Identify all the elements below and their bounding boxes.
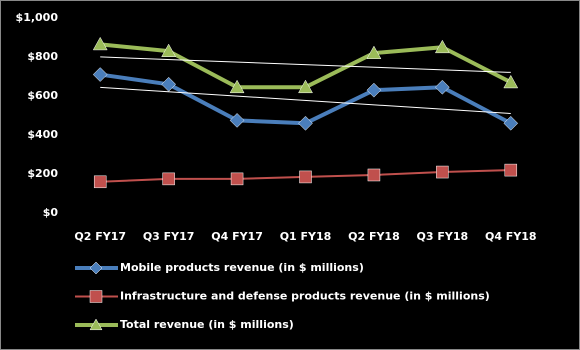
point-marker xyxy=(504,163,518,177)
y-tick-label: $600 xyxy=(27,89,58,102)
x-tick-label: Q3 FY17 xyxy=(143,230,195,243)
point-marker xyxy=(229,79,245,94)
point-marker xyxy=(503,115,519,131)
point-marker xyxy=(435,79,450,95)
trendline xyxy=(100,56,511,73)
y-tick-label: $800 xyxy=(27,50,58,63)
point-marker xyxy=(93,175,107,189)
point-marker xyxy=(161,76,176,92)
point-marker xyxy=(299,170,312,184)
point-marker xyxy=(230,172,244,186)
point-marker xyxy=(229,113,245,128)
x-tick-label: Q2 FY17 xyxy=(74,230,126,243)
trendline xyxy=(100,86,511,115)
point-marker xyxy=(92,67,108,82)
y-tick-label: $200 xyxy=(27,167,58,180)
point-marker xyxy=(367,168,381,182)
point-marker xyxy=(503,74,519,89)
point-marker xyxy=(161,43,177,57)
point-marker xyxy=(436,165,449,179)
y-tick-label: $0 xyxy=(43,206,59,219)
legend-marker xyxy=(89,261,103,275)
x-tick-label: Q4 FY18 xyxy=(485,230,537,243)
legend-label: Total revenue (in $ millions) xyxy=(120,318,294,331)
point-marker xyxy=(366,82,382,98)
legend-marker xyxy=(89,318,103,331)
point-marker xyxy=(298,115,313,131)
x-tick-label: Q2 FY18 xyxy=(348,230,400,243)
legend-label: Infrastructure and defense products reve… xyxy=(120,290,490,303)
legend-label: Mobile products revenue (in $ millions) xyxy=(120,261,364,274)
point-marker xyxy=(434,39,450,54)
y-tick-label: $1,000 xyxy=(16,11,59,24)
point-marker xyxy=(366,45,382,59)
point-marker xyxy=(298,79,313,94)
legend-marker xyxy=(89,290,103,303)
point-marker xyxy=(92,36,108,51)
point-marker xyxy=(162,172,175,186)
x-tick-label: Q4 FY17 xyxy=(211,230,263,243)
x-tick-label: Q3 FY18 xyxy=(417,230,469,243)
x-tick-label: Q1 FY18 xyxy=(280,230,332,243)
y-tick-label: $400 xyxy=(27,128,58,141)
